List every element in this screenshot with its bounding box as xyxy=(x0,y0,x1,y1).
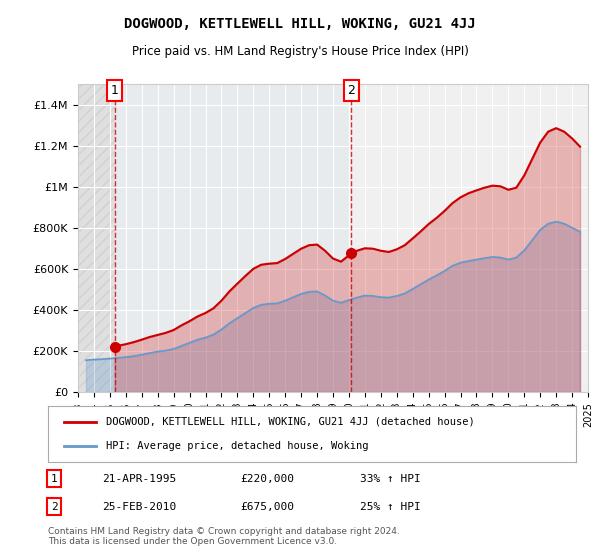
Text: 2: 2 xyxy=(347,84,355,97)
Bar xyxy=(78,84,115,392)
Bar xyxy=(115,84,352,392)
Text: £675,000: £675,000 xyxy=(240,502,294,512)
Text: 25% ↑ HPI: 25% ↑ HPI xyxy=(360,502,421,512)
Text: 21-APR-1995: 21-APR-1995 xyxy=(102,474,176,484)
Text: Price paid vs. HM Land Registry's House Price Index (HPI): Price paid vs. HM Land Registry's House … xyxy=(131,45,469,58)
Text: Contains HM Land Registry data © Crown copyright and database right 2024.
This d: Contains HM Land Registry data © Crown c… xyxy=(48,526,400,546)
Text: 25-FEB-2010: 25-FEB-2010 xyxy=(102,502,176,512)
Text: 1: 1 xyxy=(111,84,119,97)
Text: 1: 1 xyxy=(50,474,58,484)
Text: DOGWOOD, KETTLEWELL HILL, WOKING, GU21 4JJ (detached house): DOGWOOD, KETTLEWELL HILL, WOKING, GU21 4… xyxy=(106,417,475,427)
Text: 33% ↑ HPI: 33% ↑ HPI xyxy=(360,474,421,484)
Text: £220,000: £220,000 xyxy=(240,474,294,484)
Text: HPI: Average price, detached house, Woking: HPI: Average price, detached house, Woki… xyxy=(106,441,368,451)
Text: 2: 2 xyxy=(50,502,58,512)
Text: DOGWOOD, KETTLEWELL HILL, WOKING, GU21 4JJ: DOGWOOD, KETTLEWELL HILL, WOKING, GU21 4… xyxy=(124,17,476,31)
